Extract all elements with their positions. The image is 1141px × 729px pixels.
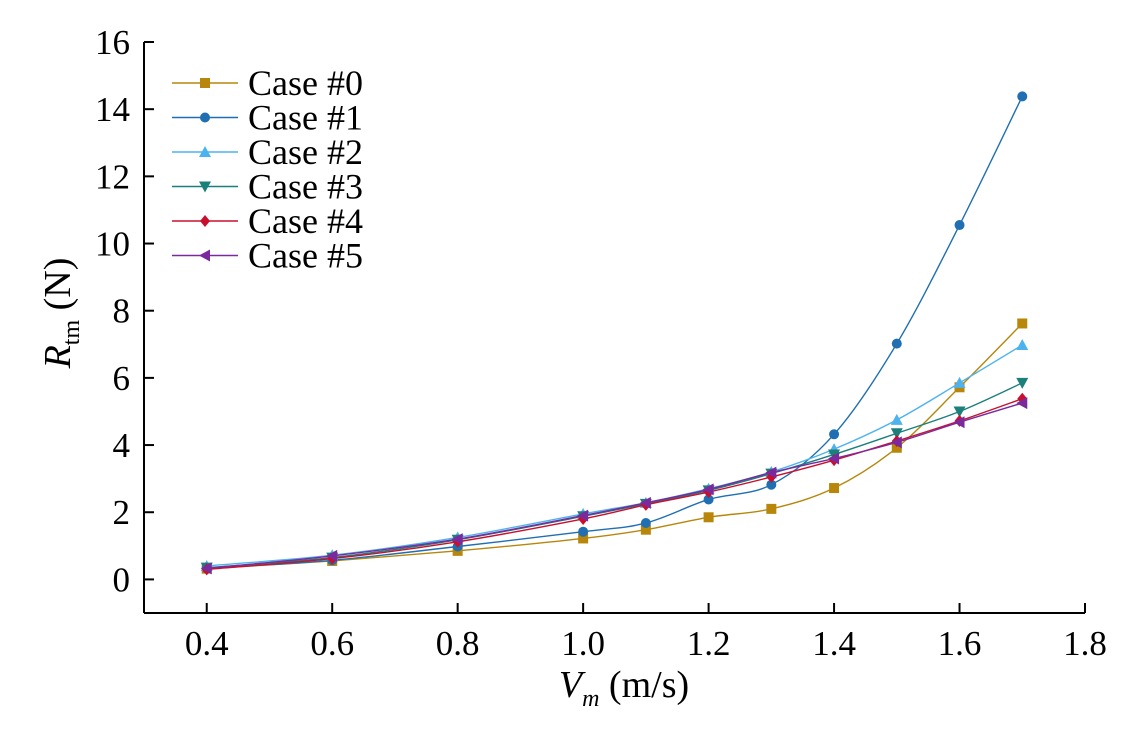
x-tick-label: 1.0	[561, 624, 605, 663]
y-tick-label: 8	[113, 292, 131, 331]
series-line	[206, 402, 1023, 570]
legend-label: Case #4	[248, 201, 363, 241]
legend-marker	[200, 78, 210, 88]
data-point	[1016, 377, 1029, 389]
legend-label: Case #5	[248, 236, 363, 276]
data-point	[766, 479, 777, 490]
data-point	[200, 562, 212, 575]
y-tick-label: 12	[95, 157, 130, 196]
data-point	[1017, 318, 1028, 329]
data-point	[578, 533, 589, 544]
x-tick-label: 1.6	[938, 624, 982, 663]
data-point	[451, 533, 463, 546]
data-point	[640, 524, 651, 535]
data-point	[1016, 397, 1028, 410]
data-point	[891, 338, 902, 349]
series-layer	[200, 91, 1029, 576]
series-line	[206, 344, 1023, 567]
data-point	[1017, 91, 1028, 102]
x-tick-label: 1.4	[812, 624, 856, 663]
data-point	[640, 517, 651, 528]
data-point	[1016, 338, 1029, 350]
y-tick-label: 14	[95, 90, 130, 129]
legend-marker	[199, 146, 211, 157]
legend-item-5: Case #5	[172, 236, 363, 276]
legend-label: Case #2	[248, 132, 363, 172]
data-point	[953, 406, 966, 418]
series-line	[206, 398, 1023, 571]
legend-marker	[200, 215, 210, 227]
data-point	[578, 526, 589, 537]
legend-item-3: Case #3	[172, 167, 363, 207]
x-tick-label: 0.4	[185, 624, 229, 663]
data-point	[890, 413, 903, 425]
legend-marker	[199, 249, 210, 262]
series-0	[201, 318, 1028, 574]
data-point	[577, 509, 589, 522]
series-3	[200, 377, 1029, 574]
series-2	[200, 338, 1029, 571]
data-point	[829, 429, 840, 440]
legend-label: Case #1	[248, 98, 363, 138]
legend-label: Case #0	[248, 63, 363, 103]
data-point	[766, 503, 777, 514]
data-point	[326, 549, 338, 562]
y-tick-label: 6	[113, 359, 131, 398]
data-point	[703, 512, 714, 523]
legend-item-1: Case #1	[172, 98, 363, 138]
legend-label: Case #3	[248, 167, 363, 207]
legend-item-4: Case #4	[172, 201, 363, 241]
legend-item-0: Case #0	[172, 63, 363, 103]
data-point	[702, 483, 714, 496]
legend-marker	[199, 181, 211, 193]
data-point	[953, 416, 965, 429]
x-tick-label: 1.8	[1063, 624, 1107, 663]
x-tick-label: 0.8	[436, 624, 480, 663]
legend-item-2: Case #2	[172, 132, 363, 172]
y-tick-label: 10	[95, 225, 130, 264]
y-tick-label: 0	[113, 560, 131, 599]
y-tick-label: 16	[95, 23, 130, 62]
data-point	[953, 376, 966, 388]
data-point	[890, 436, 902, 449]
x-axis-title: Vm (m/s)	[559, 664, 689, 712]
data-point	[954, 220, 965, 231]
y-axis-title: Rtm (N)	[37, 258, 85, 370]
data-point	[829, 483, 840, 494]
y-tick-label: 4	[113, 426, 131, 465]
data-point	[891, 442, 902, 453]
axes: 0 2 4 6 8 10 12 14 16 0.4 0.6 0.8 1.0 1.2 1.4 1.6 1.8	[95, 23, 1107, 663]
data-point	[828, 452, 840, 465]
series-4	[201, 392, 1028, 576]
data-point	[890, 428, 903, 440]
x-tick-label: 1.2	[687, 624, 731, 663]
legend-marker	[200, 112, 210, 123]
data-point	[703, 494, 714, 505]
series-line	[206, 322, 1023, 570]
x-tick-label: 0.6	[310, 624, 354, 663]
series-5	[200, 397, 1028, 575]
series-line	[206, 382, 1023, 569]
y-tick-label: 2	[113, 493, 131, 532]
data-point	[765, 466, 777, 479]
data-point	[639, 496, 651, 509]
